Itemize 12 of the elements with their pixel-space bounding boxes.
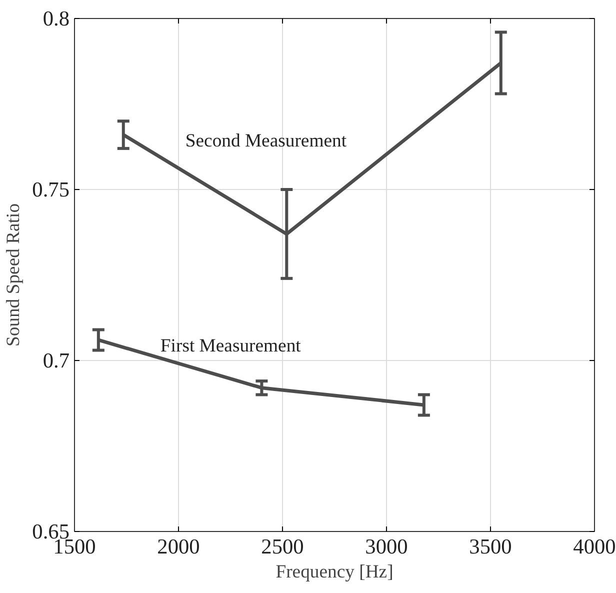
x-tick-label: 2000	[157, 534, 200, 558]
y-tick-label: 0.8	[42, 6, 70, 30]
x-tick-label: 3000	[365, 534, 408, 558]
y-tick-label: 0.75	[32, 178, 70, 202]
x-tick-label: 3500	[469, 534, 512, 558]
x-axis-title: Frequency [Hz]	[276, 562, 394, 582]
x-tick-label: 2500	[261, 534, 304, 558]
series-label: Second Measurement	[185, 130, 348, 152]
x-tick-label: 4000	[573, 534, 616, 558]
y-tick-label: 0.7	[42, 348, 70, 372]
y-axis-title: Sound Speed Ratio	[3, 203, 24, 347]
series-label: First Measurement	[160, 335, 302, 356]
